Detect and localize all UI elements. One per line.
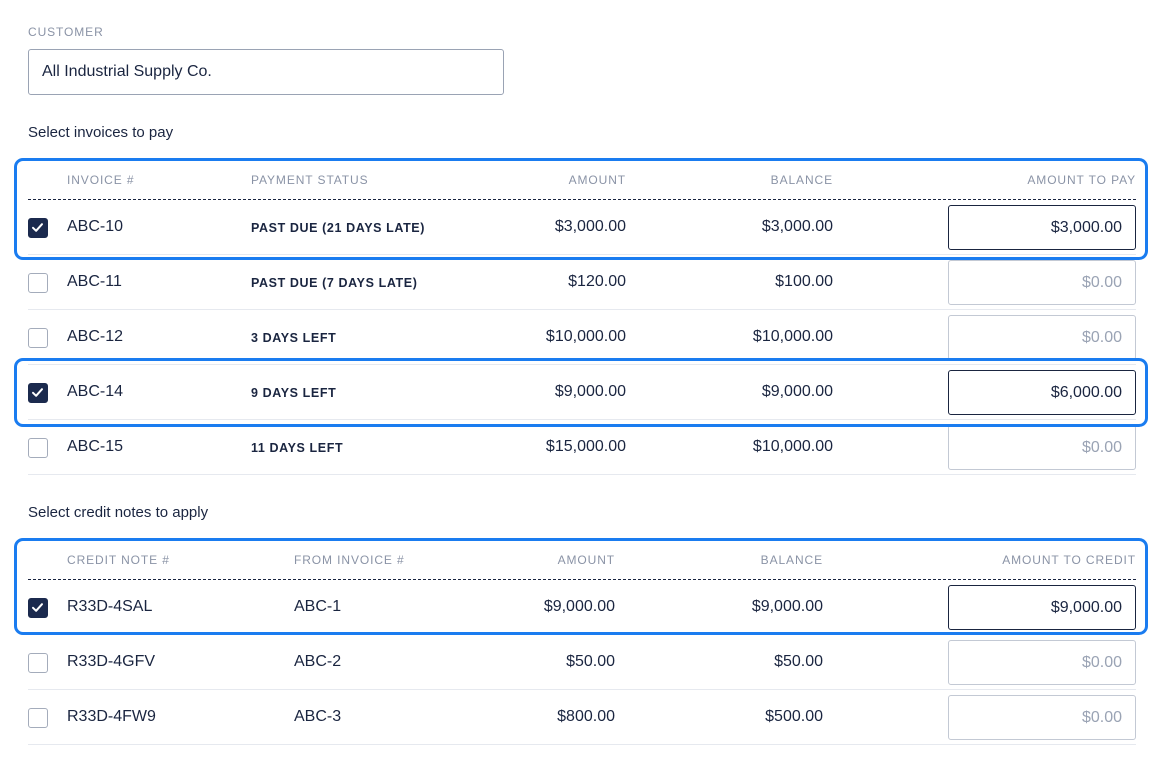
payment-status: 11 DAYS LEFT bbox=[251, 441, 344, 455]
header-credit-amount: AMOUNT bbox=[557, 553, 615, 567]
invoice-row: ABC-12 3 DAYS LEFT $10,000.00 $10,000.00 bbox=[28, 310, 1136, 365]
amount-to-pay-input[interactable] bbox=[948, 370, 1136, 415]
invoice-balance: $3,000.00 bbox=[761, 218, 833, 235]
invoice-checkbox[interactable] bbox=[28, 438, 48, 458]
credit-checkbox[interactable] bbox=[28, 653, 48, 673]
amount-to-credit-input[interactable] bbox=[948, 695, 1136, 740]
credit-note-number: R33D-4GFV bbox=[67, 653, 156, 670]
from-invoice-number: ABC-3 bbox=[294, 708, 342, 725]
credit-row: R33D-4FW9 ABC-3 $800.00 $500.00 bbox=[28, 690, 1136, 745]
header-invoice-number: INVOICE # bbox=[67, 173, 135, 187]
payment-status: 9 DAYS LEFT bbox=[251, 386, 337, 400]
invoice-number: ABC-11 bbox=[67, 273, 122, 290]
payment-status: PAST DUE (7 DAYS LATE) bbox=[251, 276, 418, 290]
invoice-amount: $9,000.00 bbox=[554, 383, 626, 400]
credit-note-number: R33D-4SAL bbox=[67, 598, 153, 615]
header-amount: AMOUNT bbox=[568, 173, 626, 187]
credit-amount: $50.00 bbox=[566, 653, 615, 670]
credit-balance: $500.00 bbox=[765, 708, 823, 725]
credits-table-header: CREDIT NOTE # FROM INVOICE # AMOUNT BALA… bbox=[28, 540, 1136, 580]
payment-status: PAST DUE (21 DAYS LATE) bbox=[251, 221, 426, 235]
invoices-section-title: Select invoices to pay bbox=[28, 124, 174, 141]
credit-row: R33D-4SAL ABC-1 $9,000.00 $9,000.00 bbox=[28, 580, 1136, 635]
amount-to-pay-input[interactable] bbox=[948, 205, 1136, 250]
invoice-number: ABC-15 bbox=[67, 438, 124, 455]
header-credit-balance: BALANCE bbox=[760, 553, 823, 567]
header-amount-to-credit: AMOUNT TO CREDIT bbox=[1002, 553, 1136, 567]
invoice-balance: $10,000.00 bbox=[752, 438, 833, 455]
invoice-row: ABC-10 PAST DUE (21 DAYS LATE) $3,000.00… bbox=[28, 200, 1136, 255]
checkmark-icon bbox=[32, 388, 43, 397]
invoice-row: ABC-15 11 DAYS LEFT $15,000.00 $10,000.0… bbox=[28, 420, 1136, 475]
from-invoice-number: ABC-1 bbox=[294, 598, 342, 615]
invoice-checkbox[interactable] bbox=[28, 218, 48, 238]
credit-checkbox[interactable] bbox=[28, 598, 48, 618]
header-payment-status: PAYMENT STATUS bbox=[251, 173, 369, 187]
amount-to-pay-input[interactable] bbox=[948, 425, 1136, 470]
credits-section-title: Select credit notes to apply bbox=[28, 504, 209, 521]
checkmark-icon bbox=[32, 603, 43, 612]
invoice-amount: $15,000.00 bbox=[545, 438, 626, 455]
checkmark-icon bbox=[32, 223, 43, 232]
invoice-number: ABC-12 bbox=[67, 328, 124, 345]
credit-balance: $50.00 bbox=[774, 653, 823, 670]
invoice-row: ABC-14 9 DAYS LEFT $9,000.00 $9,000.00 bbox=[28, 365, 1136, 420]
amount-to-credit-input[interactable] bbox=[948, 585, 1136, 630]
invoices-table-body: ABC-10 PAST DUE (21 DAYS LATE) $3,000.00… bbox=[28, 200, 1136, 475]
from-invoice-number: ABC-2 bbox=[294, 653, 342, 670]
credit-note-number: R33D-4FW9 bbox=[67, 708, 156, 725]
credit-balance: $9,000.00 bbox=[751, 598, 823, 615]
invoice-amount: $10,000.00 bbox=[545, 328, 626, 345]
invoice-balance: $9,000.00 bbox=[761, 383, 833, 400]
header-balance: BALANCE bbox=[770, 173, 833, 187]
invoice-row: ABC-11 PAST DUE (7 DAYS LATE) $120.00 $1… bbox=[28, 255, 1136, 310]
credit-checkbox[interactable] bbox=[28, 708, 48, 728]
invoice-number: ABC-10 bbox=[67, 218, 124, 235]
invoice-number: ABC-14 bbox=[67, 383, 124, 400]
invoices-table-header: INVOICE # PAYMENT STATUS AMOUNT BALANCE … bbox=[28, 160, 1136, 200]
credit-row: R33D-4GFV ABC-2 $50.00 $50.00 bbox=[28, 635, 1136, 690]
customer-label: CUSTOMER bbox=[28, 25, 104, 39]
credit-amount: $9,000.00 bbox=[543, 598, 615, 615]
header-amount-to-pay: AMOUNT TO PAY bbox=[1027, 173, 1136, 187]
header-credit-note-number: CREDIT NOTE # bbox=[67, 553, 170, 567]
amount-to-credit-input[interactable] bbox=[948, 640, 1136, 685]
credit-amount: $800.00 bbox=[557, 708, 615, 725]
invoice-checkbox[interactable] bbox=[28, 273, 48, 293]
customer-input[interactable] bbox=[28, 49, 504, 95]
invoice-amount: $3,000.00 bbox=[554, 218, 626, 235]
invoice-balance: $100.00 bbox=[775, 273, 833, 290]
invoice-balance: $10,000.00 bbox=[752, 328, 833, 345]
amount-to-pay-input[interactable] bbox=[948, 260, 1136, 305]
payment-status: 3 DAYS LEFT bbox=[251, 331, 337, 345]
invoices-table: INVOICE # PAYMENT STATUS AMOUNT BALANCE … bbox=[28, 160, 1136, 475]
header-from-invoice: FROM INVOICE # bbox=[294, 553, 405, 567]
invoice-amount: $120.00 bbox=[568, 273, 626, 290]
credits-table-body: R33D-4SAL ABC-1 $9,000.00 $9,000.00 R33D… bbox=[28, 580, 1136, 745]
invoice-checkbox[interactable] bbox=[28, 383, 48, 403]
credits-table: CREDIT NOTE # FROM INVOICE # AMOUNT BALA… bbox=[28, 540, 1136, 745]
invoice-checkbox[interactable] bbox=[28, 328, 48, 348]
amount-to-pay-input[interactable] bbox=[948, 315, 1136, 360]
